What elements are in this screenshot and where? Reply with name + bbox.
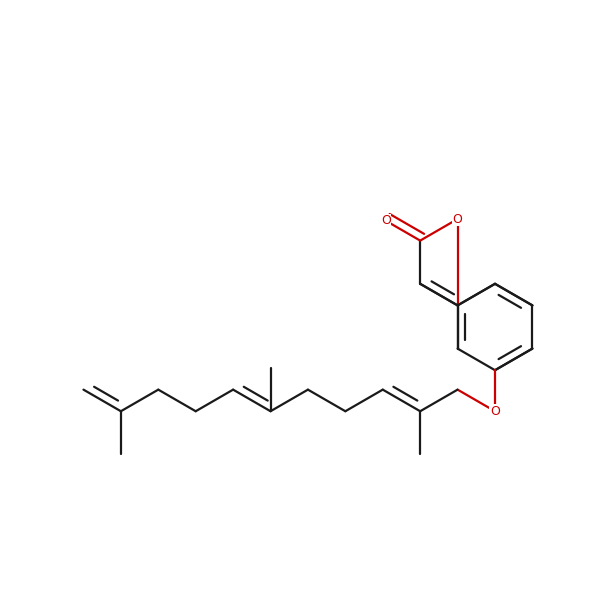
Text: O: O bbox=[490, 405, 500, 418]
Text: O: O bbox=[452, 212, 463, 226]
Text: O: O bbox=[381, 214, 391, 227]
